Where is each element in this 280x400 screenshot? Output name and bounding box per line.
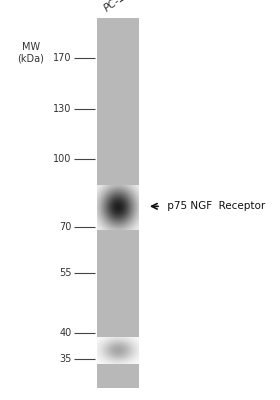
Text: 70: 70: [59, 222, 71, 232]
Text: 35: 35: [59, 354, 71, 364]
Text: 130: 130: [53, 104, 71, 114]
Text: 170: 170: [53, 53, 71, 63]
Text: MW
(kDa): MW (kDa): [17, 42, 44, 64]
Text: 40: 40: [59, 328, 71, 338]
Text: 55: 55: [59, 268, 71, 278]
Text: p75 NGF  Receptor: p75 NGF Receptor: [164, 201, 265, 211]
Bar: [97, 18, 139, 388]
Text: PC-12: PC-12: [102, 0, 133, 14]
Text: 100: 100: [53, 154, 71, 164]
